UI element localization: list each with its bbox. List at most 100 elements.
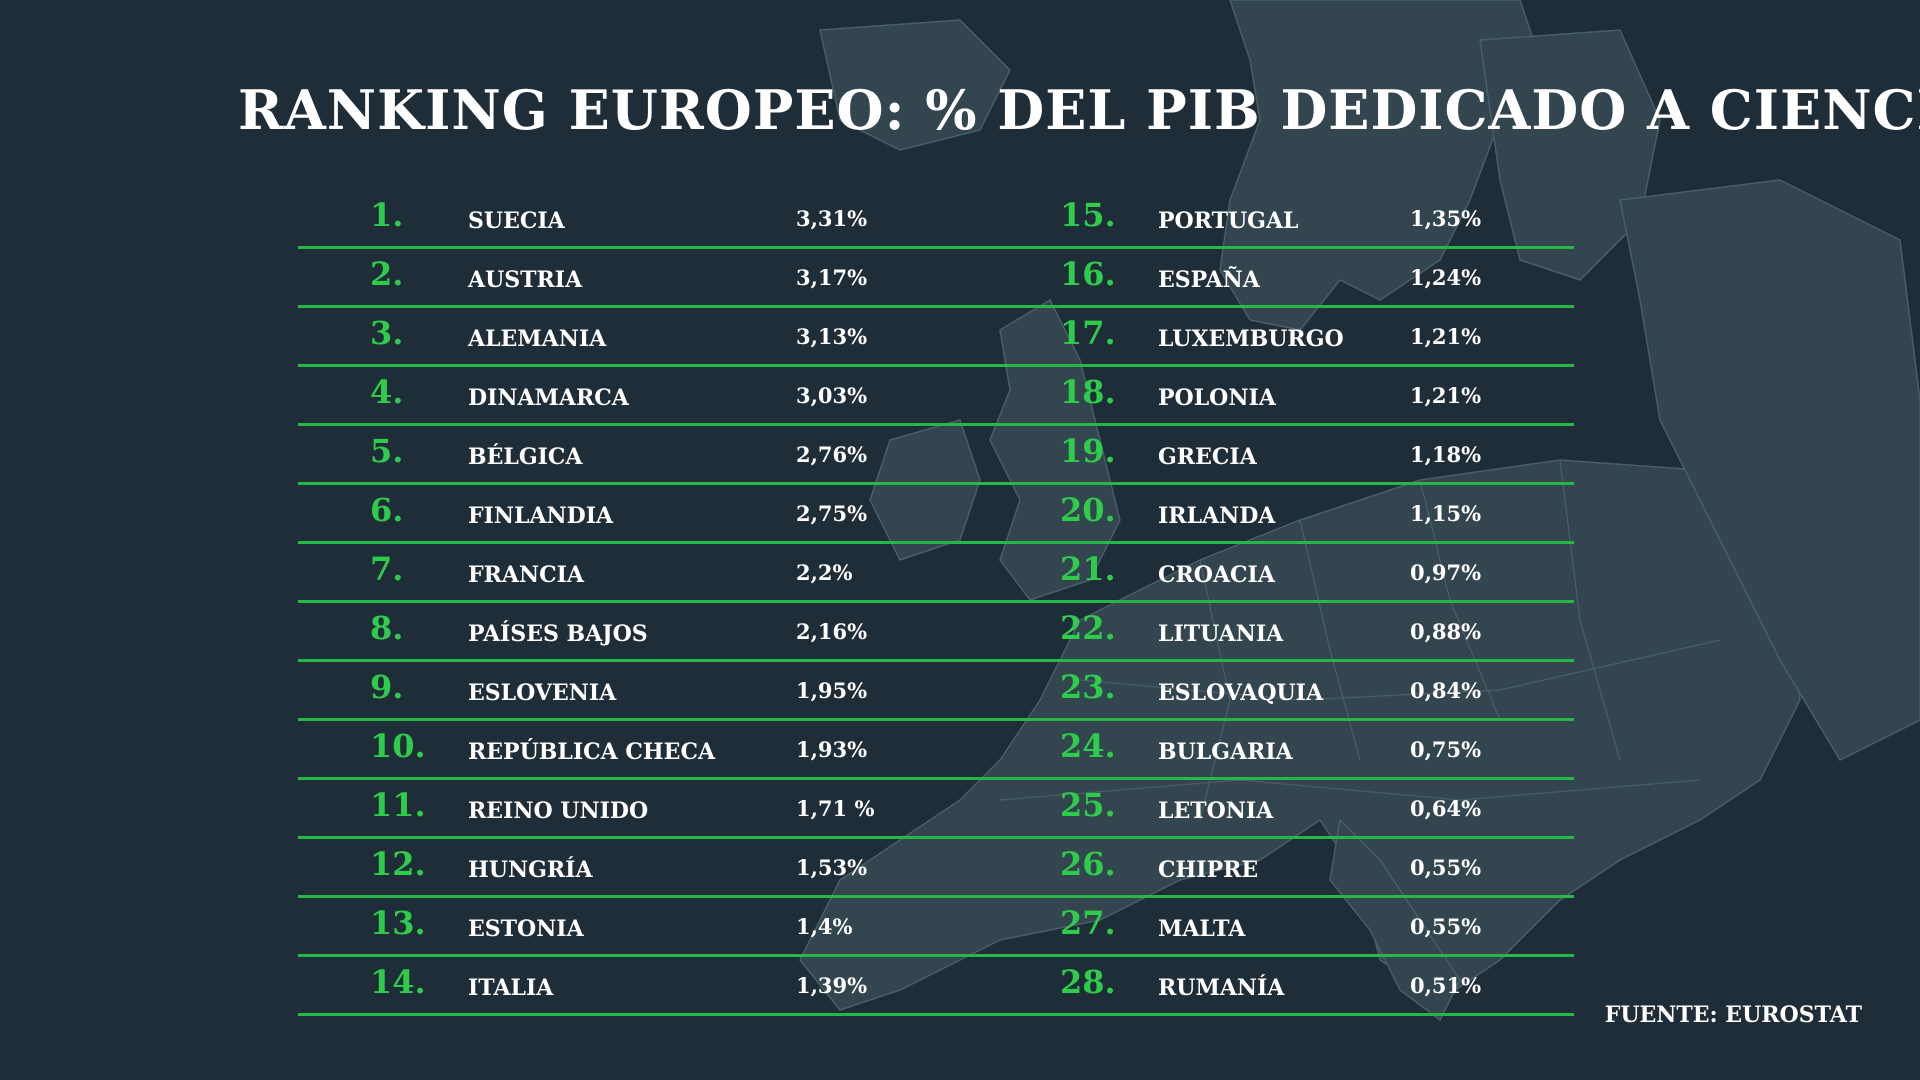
ranking-row: 20. IRLANDA 1,15% (988, 485, 1574, 544)
rank-number: 26. (1060, 845, 1116, 883)
northwest-land-shape (819, 19, 1011, 151)
ranking-right-column: 15. PORTUGAL 1,35% 16. ESPAÑA 1,24% 17. LUXEMBU… (988, 190, 1574, 1016)
country-name: LETONIA (1158, 798, 1274, 824)
rank-number: 15. (1060, 196, 1116, 234)
country-name: GRECIA (1158, 444, 1257, 470)
ranking-row: 18. POLONIA 1,21% (988, 367, 1574, 426)
ranking-row: 27. MALTA 0,55% (988, 898, 1574, 957)
rank-number: 27. (1060, 904, 1116, 942)
gdp-percentage: 2,76% (796, 442, 868, 467)
ranking-row: 1. SUECIA 3,31% (298, 190, 988, 249)
gdp-percentage: 3,03% (796, 383, 868, 408)
country-name: DINAMARCA (468, 385, 629, 411)
country-name: REINO UNIDO (468, 798, 649, 824)
gdp-percentage: 0,55% (1410, 855, 1482, 880)
rank-number: 10. (370, 727, 426, 765)
rank-number: 12. (370, 845, 426, 883)
gdp-percentage: 0,75% (1410, 737, 1482, 762)
rank-number: 17. (1060, 314, 1116, 352)
gdp-percentage: 2,2% (796, 560, 853, 585)
country-name: ITALIA (468, 975, 554, 1001)
rank-number: 5. (370, 432, 404, 470)
rank-number: 2. (370, 255, 404, 293)
country-name: RUMANÍA (1158, 975, 1285, 1001)
ranking-row: 25. LETONIA 0,64% (988, 780, 1574, 839)
country-name: CROACIA (1158, 562, 1275, 588)
gdp-percentage: 1,93% (796, 737, 868, 762)
ranking-row: 19. GRECIA 1,18% (988, 426, 1574, 485)
rank-number: 6. (370, 491, 404, 529)
rank-number: 4. (370, 373, 404, 411)
ranking-row: 13. ESTONIA 1,4% (298, 898, 988, 957)
country-name: CHIPRE (1158, 857, 1259, 883)
gdp-percentage: 3,31% (796, 206, 868, 231)
country-name: ESLOVENIA (468, 680, 617, 706)
ranking-row: 8. PAÍSES BAJOS 2,16% (298, 603, 988, 662)
gdp-percentage: 0,84% (1410, 678, 1482, 703)
rank-number: 1. (370, 196, 404, 234)
gdp-percentage: 0,64% (1410, 796, 1482, 821)
eastern-europe-shape (1619, 179, 1920, 761)
ranking-row: 10. REPÚBLICA CHECA 1,93% (298, 721, 988, 780)
country-name: AUSTRIA (468, 267, 583, 293)
country-name: BULGARIA (1158, 739, 1293, 765)
rank-number: 21. (1060, 550, 1116, 588)
rank-number: 25. (1060, 786, 1116, 824)
ranking-row: 6. FINLANDIA 2,75% (298, 485, 988, 544)
rank-number: 20. (1060, 491, 1116, 529)
gdp-percentage: 0,97% (1410, 560, 1482, 585)
country-name: HUNGRÍA (468, 857, 593, 883)
rank-number: 18. (1060, 373, 1116, 411)
ranking-row: 7. FRANCIA 2,2% (298, 544, 988, 603)
country-name: FRANCIA (468, 562, 584, 588)
rank-number: 7. (370, 550, 404, 588)
ranking-row: 23. ESLOVAQUIA 0,84% (988, 662, 1574, 721)
country-name: ESTONIA (468, 916, 584, 942)
country-name: FINLANDIA (468, 503, 614, 529)
gdp-percentage: 0,55% (1410, 914, 1482, 939)
rank-number: 14. (370, 963, 426, 1001)
rank-number: 9. (370, 668, 404, 706)
country-name: REPÚBLICA CHECA (468, 739, 716, 765)
gdp-percentage: 1,21% (1410, 383, 1482, 408)
rank-number: 22. (1060, 609, 1116, 647)
gdp-percentage: 1,24% (1410, 265, 1482, 290)
ranking-row: 11. REINO UNIDO 1,71 % (298, 780, 988, 839)
ranking-row: 17. LUXEMBURGO 1,21% (988, 308, 1574, 367)
rank-number: 3. (370, 314, 404, 352)
gdp-percentage: 2,16% (796, 619, 868, 644)
rank-number: 11. (370, 786, 426, 824)
gdp-percentage: 1,4% (796, 914, 853, 939)
country-name: LUXEMBURGO (1158, 326, 1344, 352)
country-name: LITUANIA (1158, 621, 1284, 647)
gdp-percentage: 1,39% (796, 973, 868, 998)
finland-shape (1479, 29, 1661, 281)
gdp-percentage: 2,75% (796, 501, 868, 526)
country-name: PAÍSES BAJOS (468, 621, 648, 647)
ranking-row: 5. BÉLGICA 2,76% (298, 426, 988, 485)
gdp-percentage: 3,17% (796, 265, 868, 290)
country-name: SUECIA (468, 208, 565, 234)
gdp-percentage: 1,15% (1410, 501, 1482, 526)
gdp-percentage: 3,13% (796, 324, 868, 349)
country-name: PORTUGAL (1158, 208, 1299, 234)
gdp-percentage: 1,71 % (796, 796, 875, 821)
ranking-row: 24. BULGARIA 0,75% (988, 721, 1574, 780)
country-name: MALTA (1158, 916, 1246, 942)
rank-number: 28. (1060, 963, 1116, 1001)
rank-number: 19. (1060, 432, 1116, 470)
country-name: POLONIA (1158, 385, 1276, 411)
ranking-row: 22. LITUANIA 0,88% (988, 603, 1574, 662)
rank-number: 13. (370, 904, 426, 942)
rank-number: 8. (370, 609, 404, 647)
rank-number: 16. (1060, 255, 1116, 293)
rank-number: 23. (1060, 668, 1116, 706)
ranking-row: 15. PORTUGAL 1,35% (988, 190, 1574, 249)
ranking-row: 4. DINAMARCA 3,03% (298, 367, 988, 426)
country-name: ESLOVAQUIA (1158, 680, 1324, 706)
gdp-percentage: 1,53% (796, 855, 868, 880)
ranking-row: 12. HUNGRÍA 1,53% (298, 839, 988, 898)
country-name: BÉLGICA (468, 444, 583, 470)
rank-number: 24. (1060, 727, 1116, 765)
ranking-row: 3. ALEMANIA 3,13% (298, 308, 988, 367)
